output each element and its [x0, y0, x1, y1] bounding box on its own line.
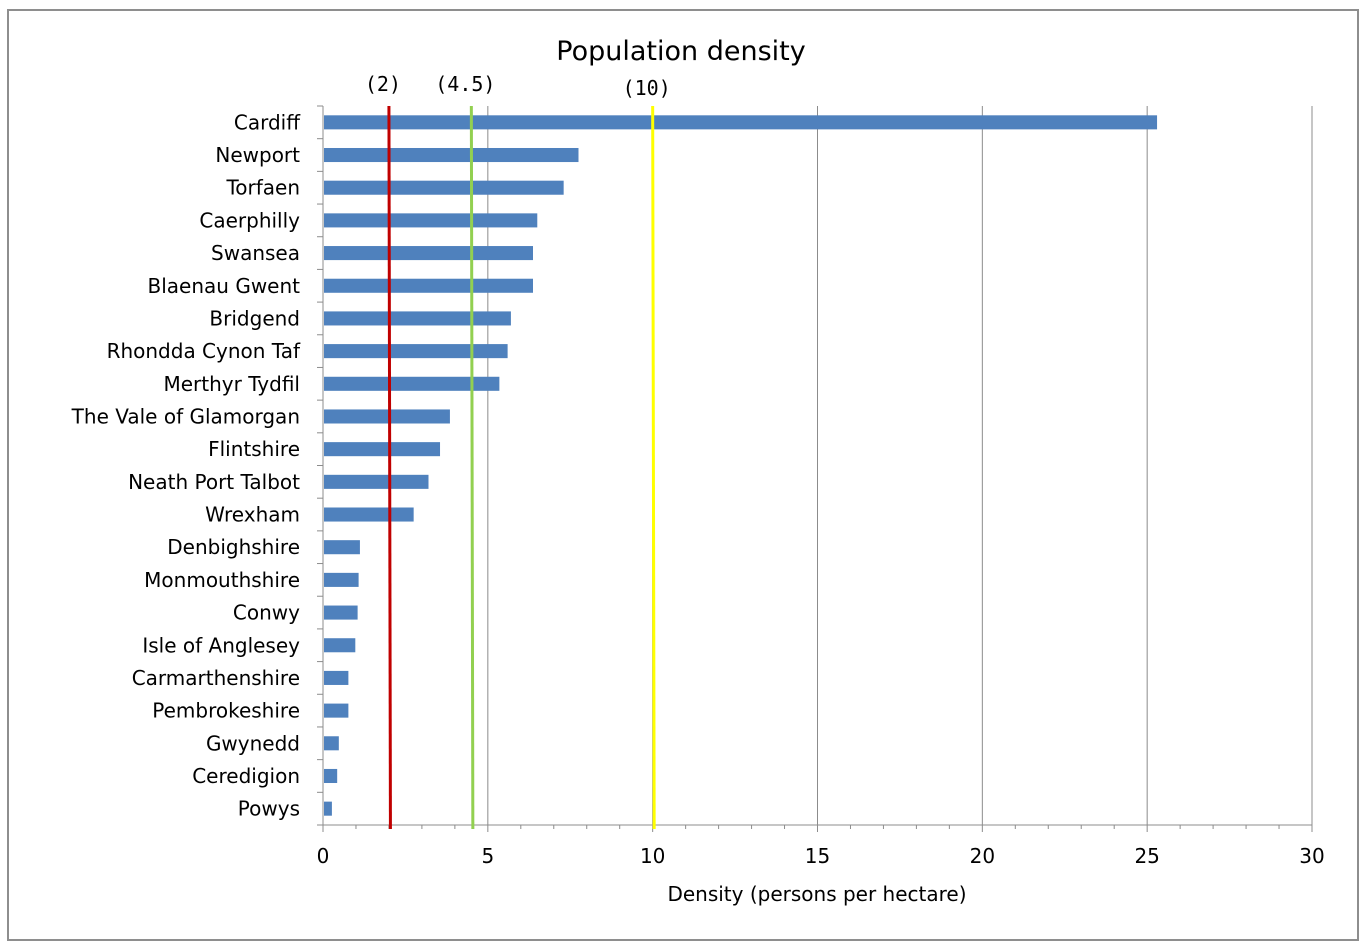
category-label: Wrexham — [205, 503, 300, 527]
bar-swansea — [324, 246, 533, 261]
category-label: Powys — [238, 797, 300, 821]
axes — [317, 105, 1313, 832]
bar-isle-of-anglesey — [324, 638, 356, 653]
category-label: Carmarthenshire — [132, 666, 300, 690]
grid-lines — [487, 106, 1313, 825]
category-labels: Cardiff Newport Torfaen Caerphilly Swansea Bl… — [71, 110, 302, 820]
bar-blaenau-gwent — [324, 278, 533, 293]
category-label: Conwy — [233, 601, 300, 625]
bar-merthyr-tydfil — [324, 376, 500, 391]
chart-frame — [7, 9, 1359, 941]
category-label: Ceredigion — [192, 764, 300, 788]
x-tick-label: 5 — [481, 844, 494, 868]
category-label: Torfaen — [225, 176, 300, 200]
bars — [324, 115, 1158, 816]
category-label: Bridgend — [209, 306, 300, 330]
bar-gwynedd — [324, 736, 339, 751]
bar-caerphilly — [324, 213, 538, 228]
bar-flintshire — [324, 442, 441, 457]
reference-line — [651, 105, 656, 830]
bar-the-vale-of-glamorgan — [324, 409, 450, 424]
category-label: Cardiff — [234, 110, 301, 134]
reference-line — [387, 105, 392, 830]
bar-wrexham — [324, 507, 414, 522]
bar-powys — [324, 801, 332, 816]
bar-pembrokeshire — [324, 703, 349, 718]
category-label: Denbighshire — [167, 535, 300, 559]
reference-line-label: (4.5) — [435, 72, 495, 96]
category-label: Flintshire — [208, 437, 300, 461]
reference-lines: (2) (4.5) (10) — [365, 72, 671, 830]
bar-carmarthenshire — [324, 670, 349, 685]
x-tick-label: 10 — [640, 844, 665, 868]
category-label: Blaenau Gwent — [148, 274, 301, 298]
category-label: Pembrokeshire — [152, 699, 300, 723]
x-axis-title: Density (persons per hectare) — [667, 882, 966, 906]
reference-line-label: (2) — [365, 72, 401, 96]
category-label: Gwynedd — [206, 731, 300, 755]
category-label: Rhondda Cynon Taf — [107, 339, 301, 363]
bar-monmouthshire — [324, 572, 359, 587]
category-label: Newport — [215, 143, 300, 167]
bar-cardiff — [324, 115, 1158, 130]
category-label: Isle of Anglesey — [142, 633, 300, 657]
x-tick-label: 25 — [1134, 844, 1159, 868]
bar-conwy — [324, 605, 358, 620]
category-label: Swansea — [211, 241, 300, 265]
reference-line — [469, 105, 475, 830]
bar-bridgend — [324, 311, 511, 326]
category-label: Merthyr Tydfil — [163, 372, 300, 396]
category-label: Neath Port Talbot — [128, 470, 300, 494]
x-tick-label: 0 — [317, 844, 330, 868]
bar-denbighshire — [324, 540, 360, 555]
bar-neath-port-talbot — [324, 474, 429, 489]
bar-torfaen — [324, 180, 564, 195]
bar-newport — [324, 147, 579, 163]
x-tick-label: 15 — [805, 844, 830, 868]
bar-rhondda-cynon-taf — [324, 344, 508, 359]
x-tick-label: 30 — [1299, 844, 1324, 868]
category-label: Caerphilly — [199, 208, 300, 232]
category-label: Monmouthshire — [144, 568, 300, 592]
x-tick-label: 20 — [970, 844, 995, 868]
bar-ceredigion — [324, 768, 338, 784]
tick-labels: 0 5 10 15 20 25 30 — [317, 844, 1325, 868]
chart-title: Population density — [556, 36, 805, 67]
category-label: The Vale of Glamorgan — [71, 404, 300, 428]
reference-line-label: (10) — [623, 76, 671, 100]
